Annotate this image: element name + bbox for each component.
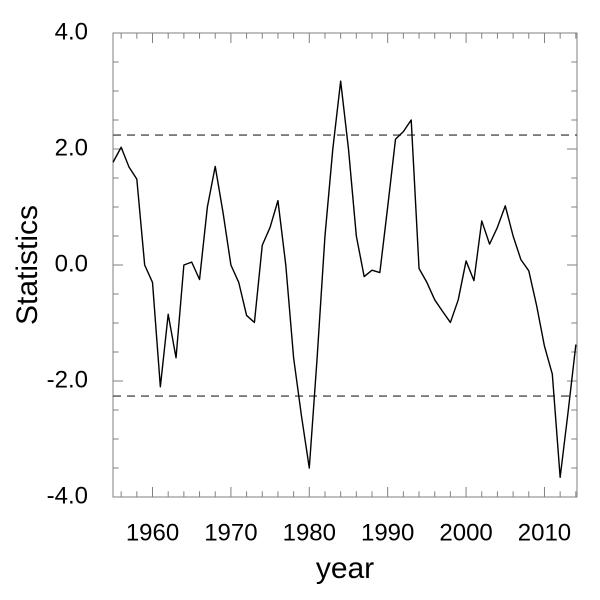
svg-text:1960: 1960	[126, 520, 179, 547]
svg-text:year: year	[316, 552, 374, 585]
svg-text:-2.0: -2.0	[47, 366, 88, 393]
svg-text:Statistics: Statistics	[11, 205, 44, 325]
svg-text:1970: 1970	[204, 520, 257, 547]
svg-text:1990: 1990	[361, 520, 414, 547]
svg-text:-4.0: -4.0	[47, 482, 88, 509]
svg-text:2000: 2000	[439, 520, 492, 547]
svg-text:0.0: 0.0	[55, 250, 88, 277]
svg-text:4.0: 4.0	[55, 18, 88, 45]
svg-text:2.0: 2.0	[55, 134, 88, 161]
svg-text:1980: 1980	[283, 520, 336, 547]
svg-text:2010: 2010	[518, 520, 571, 547]
